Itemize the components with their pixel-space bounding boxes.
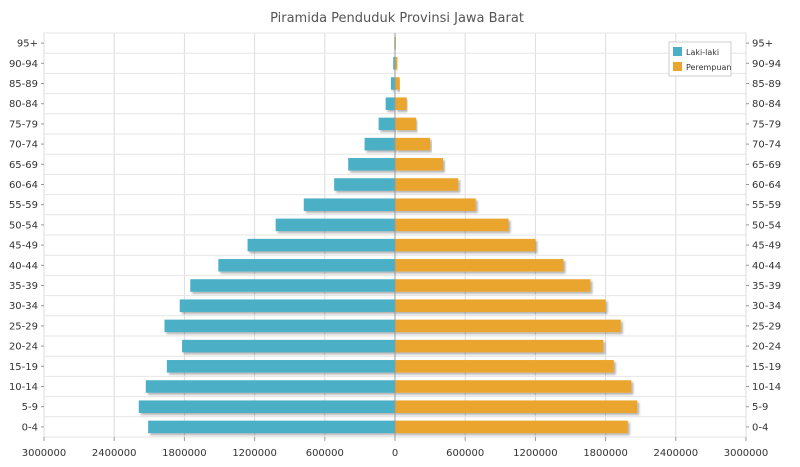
bar-laki-laki-90-94: [393, 57, 395, 70]
y-tick-label-right: 25-29: [752, 321, 781, 332]
y-tick-label-right: 50-54: [752, 220, 781, 231]
bar-laki-laki-0-4: [148, 420, 395, 434]
x-tick-label: 1200000: [513, 448, 558, 459]
x-tick-label: 600000: [306, 448, 344, 459]
x-tick-label: 3000000: [724, 448, 769, 459]
y-tick-label-left: 55-59: [9, 200, 38, 211]
x-tick-label: 1800000: [583, 448, 628, 459]
bar-laki-laki-35-39: [190, 279, 395, 292]
bar-perempuan-75-79: [395, 117, 417, 131]
bar-laki-laki-5-9: [138, 400, 395, 413]
y-tick-label-right: 85-89: [752, 79, 781, 90]
y-tick-label-left: 70-74: [9, 140, 38, 151]
y-tick-label-right: 55-59: [752, 200, 781, 211]
y-tick-label-left: 40-44: [9, 261, 38, 272]
bar-perempuan-15-19: [395, 360, 614, 373]
bar-perempuan-40-44: [395, 259, 564, 272]
bar-laki-laki-75-79: [378, 117, 395, 131]
y-tick-label-right: 15-19: [752, 362, 781, 373]
bar-perempuan-10-14: [395, 380, 632, 393]
y-tick-label-left: 20-24: [9, 342, 38, 353]
y-tick-label-left: 0-4: [22, 422, 38, 433]
y-tick-label-right: 70-74: [752, 140, 781, 151]
bar-perempuan-55-59: [395, 198, 476, 211]
x-tick-label: 0: [392, 448, 398, 459]
bar-perempuan-45-49: [395, 238, 536, 252]
bars: [138, 36, 638, 434]
bar-perempuan-60-64: [395, 178, 459, 191]
y-tick-label-left: 45-49: [9, 241, 38, 252]
bar-perempuan-80-84: [395, 97, 407, 110]
bar-laki-laki-30-34: [179, 299, 395, 312]
y-tick-label-right: 0-4: [752, 422, 768, 433]
bar-perempuan-70-74: [395, 137, 431, 151]
bar-perempuan-65-69: [395, 158, 443, 171]
bar-laki-laki-25-29: [164, 319, 395, 333]
y-tick-label-left: 75-79: [9, 119, 38, 130]
y-tick-label-right: 5-9: [752, 402, 768, 413]
legend-swatch-perempuan: [673, 62, 682, 71]
y-tick-label-right: 35-39: [752, 281, 781, 292]
bar-perempuan-0-4: [395, 420, 628, 434]
y-tick-label-right: 20-24: [752, 342, 781, 353]
y-tick-label-left: 65-69: [9, 160, 38, 171]
bar-laki-laki-20-24: [182, 339, 395, 353]
legend: Laki-laki Perempuan: [668, 41, 732, 77]
bar-laki-laki-10-14: [145, 380, 395, 393]
bar-laki-laki-40-44: [218, 259, 395, 272]
bar-perempuan-85-89: [395, 77, 400, 90]
bar-laki-laki-50-54: [275, 218, 395, 232]
y-tick-label-left: 50-54: [9, 220, 38, 231]
y-tick-label-right: 90-94: [752, 59, 781, 70]
chart-title: Piramida Penduduk Provinsi Jawa Barat: [270, 11, 524, 26]
bar-perempuan-90-94: [395, 57, 398, 70]
y-tick-label-left: 35-39: [9, 281, 38, 292]
bar-perempuan-25-29: [395, 319, 621, 333]
bar-laki-laki-55-59: [303, 198, 395, 211]
x-tick-label: 1800000: [162, 448, 207, 459]
y-tick-label-right: 80-84: [752, 99, 781, 110]
bar-laki-laki-45-49: [247, 238, 395, 252]
bar-laki-laki-70-74: [364, 137, 395, 151]
y-tick-label-left: 80-84: [9, 99, 38, 110]
bar-perempuan-20-24: [395, 339, 604, 353]
y-tick-label-left: 10-14: [9, 382, 38, 393]
legend-label-laki-laki: Laki-laki: [686, 48, 719, 57]
y-tick-label-left: 30-34: [9, 301, 38, 312]
bar-laki-laki-80-84: [385, 97, 395, 110]
x-tick-label: 3000000: [22, 448, 67, 459]
x-tick-label: 600000: [446, 448, 484, 459]
y-tick-label-left: 5-9: [22, 402, 38, 413]
bar-laki-laki-65-69: [348, 158, 395, 171]
y-tick-label-left: 90-94: [9, 59, 38, 70]
x-tick-label: 2400000: [92, 448, 137, 459]
bar-laki-laki-15-19: [166, 360, 395, 373]
y-tick-label-left: 95+: [17, 39, 38, 50]
bar-perempuan-50-54: [395, 218, 509, 232]
bar-perempuan-30-34: [395, 299, 606, 312]
y-tick-label-right: 10-14: [752, 382, 781, 393]
y-tick-label-right: 30-34: [752, 301, 781, 312]
bar-laki-laki-85-89: [390, 77, 395, 90]
bar-laki-laki-60-64: [334, 178, 395, 191]
y-tick-label-right: 40-44: [752, 261, 781, 272]
x-tick-label: 1200000: [232, 448, 277, 459]
bar-perempuan-5-9: [395, 400, 638, 413]
y-tick-label-left: 15-19: [9, 362, 38, 373]
y-tick-label-right: 45-49: [752, 241, 781, 252]
y-tick-label-right: 60-64: [752, 180, 781, 191]
bar-perempuan-35-39: [395, 279, 591, 292]
y-tick-label-right: 65-69: [752, 160, 781, 171]
y-tick-label-left: 60-64: [9, 180, 38, 191]
legend-swatch-laki-laki: [673, 47, 682, 56]
y-tick-label-right: 75-79: [752, 119, 781, 130]
axes: 0-4 0-4 5-9 5-9 10-14 10-14 15-19 15-19 20-24 20-…: [9, 33, 781, 459]
x-tick-label: 2400000: [654, 448, 699, 459]
y-tick-label-left: 85-89: [9, 79, 38, 90]
y-tick-label-left: 25-29: [9, 321, 38, 332]
y-tick-label-right: 95+: [752, 39, 773, 50]
legend-label-perempuan: Perempuan: [686, 63, 731, 72]
